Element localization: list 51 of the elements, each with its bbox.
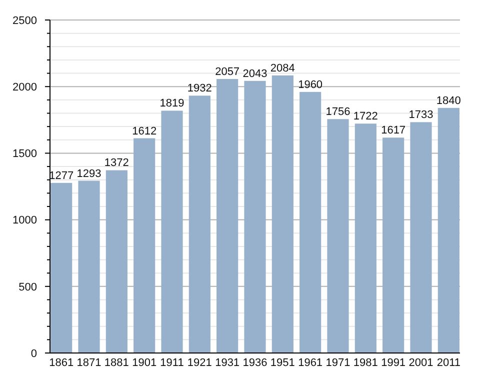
data-label: 1840 xyxy=(436,94,461,107)
x-tick-label: 1991 xyxy=(381,357,406,369)
bar xyxy=(188,96,210,353)
y-tick-label: 2000 xyxy=(12,81,37,94)
bar xyxy=(354,124,376,353)
x-tick-label: 1871 xyxy=(76,357,102,369)
data-label: 1960 xyxy=(298,78,323,91)
data-label: 1293 xyxy=(76,168,102,180)
x-tick-label: 1861 xyxy=(49,357,74,369)
x-tick-label: 2011 xyxy=(436,357,460,369)
y-tick-label: 1000 xyxy=(12,214,37,227)
data-label: 1733 xyxy=(408,109,434,122)
data-label: 1612 xyxy=(132,125,157,138)
x-tick-label: 1911 xyxy=(160,357,184,369)
bar xyxy=(300,92,322,353)
bar xyxy=(438,108,460,353)
data-label: 1722 xyxy=(353,110,378,123)
y-tick-label: 1500 xyxy=(12,148,37,160)
data-label: 1756 xyxy=(326,106,350,118)
data-label: 1372 xyxy=(104,157,129,170)
y-tick-label: 2500 xyxy=(12,14,37,27)
bar xyxy=(410,122,432,353)
data-label: 2057 xyxy=(215,66,240,78)
x-tick-label: 1901 xyxy=(132,357,157,369)
x-tick-label: 1961 xyxy=(298,357,323,369)
x-tick-label: 1936 xyxy=(242,357,268,369)
bar xyxy=(272,75,294,353)
x-tick-label: 2001 xyxy=(408,357,434,369)
bar xyxy=(78,180,100,353)
data-label: 2043 xyxy=(242,68,268,80)
bar xyxy=(216,79,238,353)
x-tick-label: 1921 xyxy=(187,357,212,369)
x-tick-label: 1931 xyxy=(215,357,240,369)
data-label: 1819 xyxy=(160,98,184,110)
data-label: 1617 xyxy=(381,124,406,137)
x-tick-label: 1981 xyxy=(353,357,378,369)
data-label: 2084 xyxy=(270,62,295,74)
data-label: 1277 xyxy=(49,170,74,182)
bar xyxy=(382,138,404,353)
y-tick-label: 0 xyxy=(30,348,37,360)
x-tick-label: 1881 xyxy=(104,357,129,369)
bar xyxy=(327,119,349,353)
x-tick-label: 1951 xyxy=(270,357,295,369)
data-label: 1932 xyxy=(187,82,212,95)
bar xyxy=(134,138,156,353)
bar xyxy=(244,80,266,353)
x-tick-label: 1971 xyxy=(326,357,350,369)
bar xyxy=(106,170,128,353)
bar xyxy=(50,182,72,353)
bar xyxy=(161,110,183,353)
y-tick-label: 500 xyxy=(18,281,37,294)
